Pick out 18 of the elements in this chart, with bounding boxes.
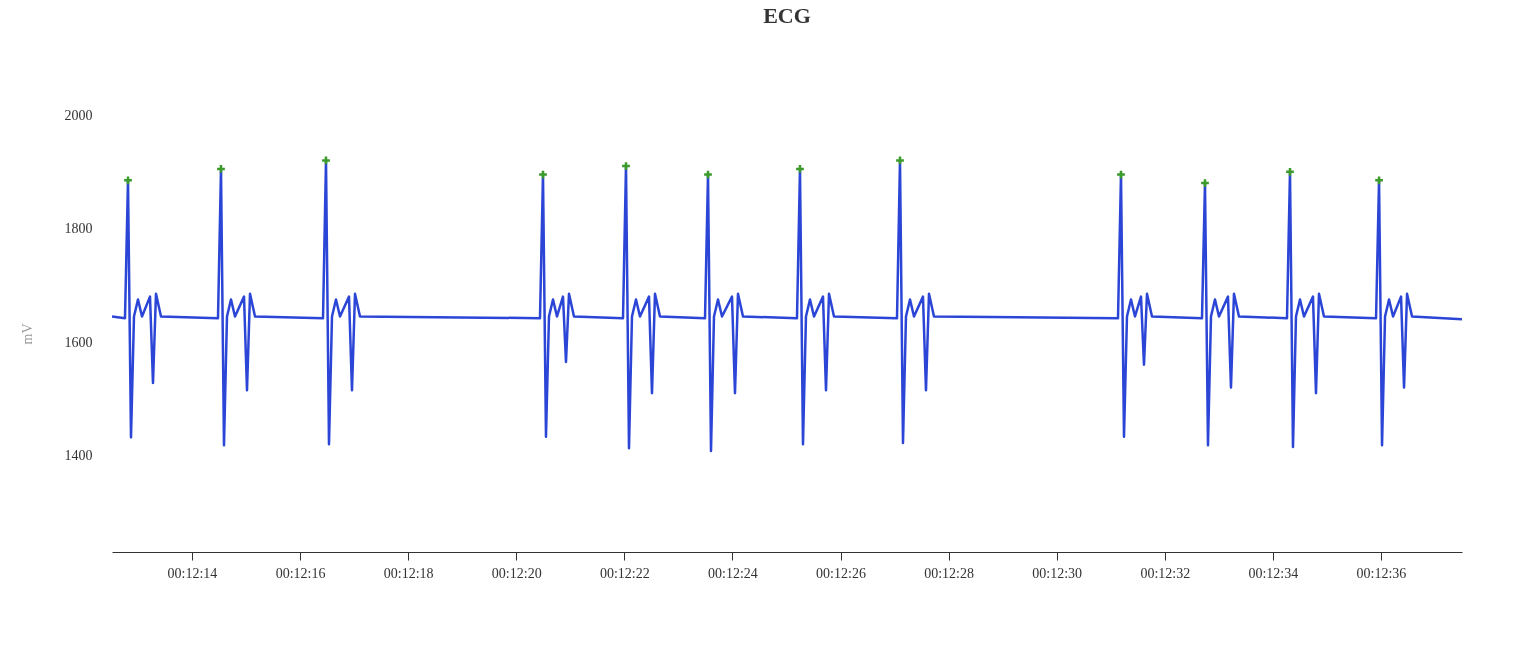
y-axis-title: mV <box>19 323 35 345</box>
x-tick-label: 00:12:28 <box>924 565 974 581</box>
y-tick-label: 1400 <box>64 448 93 464</box>
x-tick-label: 00:12:16 <box>275 565 326 581</box>
y-tick-label: 1600 <box>64 334 93 350</box>
x-tick-label: 00:12:34 <box>1248 565 1299 581</box>
y-tick-label: 1800 <box>64 221 93 237</box>
x-tick-label: 00:12:36 <box>1356 565 1407 581</box>
x-tick-label: 00:12:22 <box>599 565 650 581</box>
x-tick-label: 00:12:32 <box>1140 565 1191 581</box>
x-tick-label: 00:12:20 <box>491 565 542 581</box>
y-tick-label: 2000 <box>64 107 93 123</box>
x-tick-label: 00:12:30 <box>1032 565 1083 581</box>
x-tick-label: 00:12:26 <box>816 565 866 581</box>
x-tick-label: 00:12:14 <box>167 565 218 581</box>
x-tick-label: 00:12:18 <box>383 565 434 581</box>
x-tick-label: 00:12:24 <box>708 565 758 581</box>
chart-title: ECG <box>763 3 811 28</box>
